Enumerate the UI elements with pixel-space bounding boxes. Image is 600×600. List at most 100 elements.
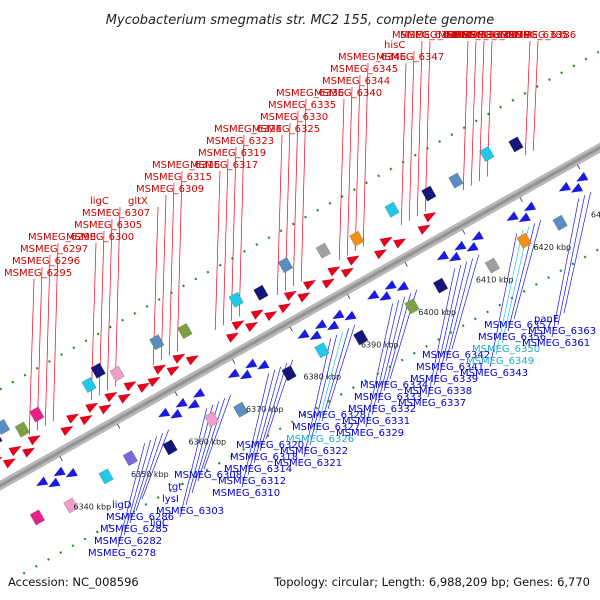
gene-feature[interactable] xyxy=(85,399,100,414)
gene-label[interactable]: MSMEG_6322 xyxy=(280,446,348,457)
gene-feature[interactable] xyxy=(238,369,253,383)
gene-label[interactable]: MSMEG_6339 xyxy=(410,374,478,385)
gene-label[interactable]: ligD xyxy=(112,500,132,511)
gene-feature[interactable] xyxy=(464,241,479,255)
gene-label[interactable]: MSMEG_6318 xyxy=(230,452,298,463)
gene-label[interactable]: MSMEG_6328 xyxy=(298,410,366,421)
gene-label[interactable]: hisC xyxy=(384,40,405,51)
gene-feature[interactable] xyxy=(448,172,464,189)
gene-label[interactable]: panE xyxy=(534,314,559,325)
gene-label[interactable]: MSMEG_6329 xyxy=(336,428,404,439)
gene-feature[interactable] xyxy=(98,468,114,485)
gene-label[interactable]: MSMEG_6333 xyxy=(354,392,422,403)
gene-label[interactable]: MSMEG_6338 xyxy=(404,386,472,397)
gene-feature[interactable] xyxy=(325,320,340,334)
gene-feature[interactable] xyxy=(46,477,61,491)
gene-feature[interactable] xyxy=(392,235,408,249)
gene-feature[interactable] xyxy=(65,410,81,424)
gene-label[interactable]: MSMEG_6326 xyxy=(286,434,354,445)
gene-feature[interactable] xyxy=(250,306,266,320)
gene-label[interactable]: MSMEG_6366 xyxy=(438,30,506,41)
gene-feature[interactable] xyxy=(313,319,328,332)
gene-label[interactable]: gltX xyxy=(128,196,148,207)
gene-feature[interactable] xyxy=(505,211,519,224)
gene-feature[interactable] xyxy=(569,182,584,196)
gene-feature[interactable] xyxy=(152,361,168,375)
gene-feature[interactable] xyxy=(225,329,241,343)
gene-label[interactable]: MSMEG_6323 xyxy=(206,136,274,147)
gene-feature[interactable] xyxy=(404,298,420,315)
gene-feature[interactable] xyxy=(314,342,330,359)
gene-feature[interactable] xyxy=(21,444,37,458)
gene-label[interactable]: MSMEG_6317 xyxy=(190,160,258,171)
gene-label[interactable]: MSMEG_6324 xyxy=(214,124,282,135)
gene-feature[interactable] xyxy=(330,309,345,323)
gene-label[interactable]: MSMEG_6343 xyxy=(460,368,528,379)
gene-feature[interactable] xyxy=(8,442,24,457)
gene-feature[interactable] xyxy=(278,299,293,314)
gene-feature[interactable] xyxy=(185,351,201,366)
gene-label[interactable]: MSMEG_6332 xyxy=(348,404,416,415)
gene-feature[interactable] xyxy=(479,145,495,162)
gene-feature[interactable] xyxy=(384,201,400,218)
gene-label[interactable]: MSMEG_6357 xyxy=(484,320,552,331)
gene-feature[interactable] xyxy=(447,251,462,265)
gene-label[interactable]: MSMEG_6315 xyxy=(144,172,212,183)
gene-feature[interactable] xyxy=(186,398,200,412)
gene-label[interactable]: MSMEG_6347 xyxy=(376,52,444,63)
gene-feature[interactable] xyxy=(508,136,524,153)
gene-label[interactable]: MSMEG_6337 xyxy=(398,398,466,409)
gene-feature[interactable] xyxy=(295,328,310,342)
gene-label[interactable]: MSMEG_6345 xyxy=(330,64,398,75)
gene-feature[interactable] xyxy=(90,362,106,379)
gene-feature[interactable] xyxy=(34,476,49,490)
gene-feature[interactable] xyxy=(27,431,43,446)
gene-label[interactable]: MSMEG_6319 xyxy=(198,148,266,159)
gene-feature[interactable] xyxy=(162,439,178,456)
gene-feature[interactable] xyxy=(297,289,312,303)
gene-feature[interactable] xyxy=(233,401,249,418)
gene-feature[interactable] xyxy=(349,230,365,247)
gene-feature[interactable] xyxy=(81,377,97,393)
gene-label[interactable]: MSMEG_6303 xyxy=(156,506,224,517)
gene-label[interactable]: MSMEG_6314 xyxy=(224,464,292,475)
gene-label[interactable]: MSMEG_6310 xyxy=(212,488,280,499)
gene-label[interactable]: MSMEG_6300 xyxy=(66,232,134,243)
gene-label[interactable]: MSMEG_6282 xyxy=(94,536,162,547)
gene-label[interactable]: MSMEG_6285 xyxy=(100,524,168,535)
gene-feature[interactable] xyxy=(417,221,433,235)
gene-feature[interactable] xyxy=(574,171,589,185)
gene-label[interactable]: MSMEG_6378 xyxy=(454,30,522,41)
gene-feature[interactable] xyxy=(122,450,138,467)
gene-label[interactable]: MSMEG_6346 xyxy=(338,52,406,63)
gene-feature[interactable] xyxy=(123,377,139,392)
gene-feature[interactable] xyxy=(0,453,4,468)
gene-feature[interactable] xyxy=(104,388,120,403)
gene-feature[interactable] xyxy=(166,362,182,377)
gene-feature[interactable] xyxy=(29,509,46,526)
gene-feature[interactable] xyxy=(346,252,362,266)
gene-feature[interactable] xyxy=(177,323,193,339)
gene-feature[interactable] xyxy=(379,233,395,248)
gene-feature[interactable] xyxy=(353,329,369,346)
gene-feature[interactable] xyxy=(147,373,163,388)
gene-feature[interactable] xyxy=(255,359,270,373)
gene-feature[interactable] xyxy=(516,232,532,249)
gene-feature[interactable] xyxy=(204,411,220,428)
gene-label[interactable]: MSMEG_6341 xyxy=(416,362,484,373)
gene-feature[interactable] xyxy=(395,281,410,294)
gene-feature[interactable] xyxy=(308,330,322,343)
gene-label[interactable]: MSMEG_6286 xyxy=(106,512,174,523)
gene-label[interactable]: MSMEG_6325 xyxy=(252,124,320,135)
gene-feature[interactable] xyxy=(14,421,30,438)
gene-feature[interactable] xyxy=(377,290,392,304)
gene-label[interactable]: MSMEG_6363 xyxy=(528,326,596,337)
gene-feature[interactable] xyxy=(173,397,188,411)
gene-feature[interactable] xyxy=(302,276,318,291)
gene-feature[interactable] xyxy=(172,350,187,364)
gene-label[interactable]: MSMEG_6362 xyxy=(392,30,460,41)
gene-feature[interactable] xyxy=(60,422,76,437)
gene-feature[interactable] xyxy=(373,245,389,260)
gene-feature[interactable] xyxy=(231,317,247,331)
gene-feature[interactable] xyxy=(98,401,114,415)
